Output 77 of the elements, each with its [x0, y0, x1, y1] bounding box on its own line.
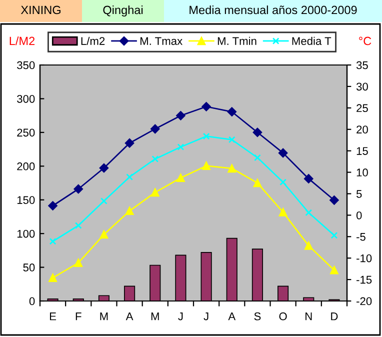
y-tick-label: 300 [17, 94, 35, 103]
point [74, 258, 83, 267]
point [124, 138, 134, 148]
y2-tick-label: -10 [356, 254, 372, 262]
x-tick-label: J [204, 312, 208, 320]
point [253, 178, 262, 188]
point [304, 241, 313, 250]
x-tick-label: A [126, 312, 134, 320]
point [126, 174, 134, 180]
legend-label: M. Tmin [218, 36, 256, 45]
point [202, 162, 210, 170]
y-tick-label: 150 [17, 196, 35, 204]
x-tick-label: M [151, 312, 159, 320]
x-tick-label: M [100, 312, 108, 320]
x-tick-label: N [306, 312, 312, 320]
legend-label: Media T [292, 36, 332, 45]
y2-tick-label: -15 [356, 276, 372, 284]
y-axis-title: L/M2 [10, 36, 35, 46]
point [48, 201, 58, 210]
point [176, 174, 185, 182]
point [330, 196, 339, 205]
point [150, 188, 160, 197]
point [278, 208, 288, 216]
y-tick-label: 100 [17, 230, 35, 238]
legend-label: M. Tmax [140, 37, 182, 45]
point [152, 156, 159, 162]
point [330, 232, 338, 239]
point [99, 163, 109, 173]
x-tick-label: J [178, 312, 183, 320]
y-tick-label: 350 [17, 61, 35, 70]
y-tick-label: 250 [17, 128, 35, 137]
point [100, 230, 108, 239]
point [176, 111, 186, 120]
point [228, 164, 236, 173]
chart-title: XINING [20, 6, 60, 14]
y2-tick-label: -20 [356, 297, 372, 306]
y2-tick-label: 5 [356, 190, 362, 198]
point [304, 174, 314, 184]
x-tick-label: A [228, 312, 236, 320]
point [74, 184, 83, 194]
point [254, 154, 261, 162]
point [177, 143, 184, 150]
point [280, 178, 287, 186]
point [278, 148, 288, 158]
point [228, 136, 236, 144]
point [202, 132, 210, 140]
y2-axis-title: °C [359, 36, 372, 46]
x-tick-label: D [331, 312, 338, 320]
y2-tick-label: 20 [356, 126, 368, 134]
text: Media mensual años 2000-2009 [190, 6, 357, 14]
y-tick-label: 0 [29, 297, 35, 306]
y2-tick-label: 15 [356, 147, 368, 155]
point [100, 198, 108, 204]
point [252, 128, 262, 137]
y2-tick-label: 35 [356, 61, 368, 70]
point [202, 102, 211, 112]
point [150, 124, 160, 134]
chart-subtitle: Qinghai [103, 6, 143, 17]
y2-tick-label: 10 [356, 168, 368, 176]
legend-label: L/m2 [81, 36, 105, 45]
y-tick-label: 200 [17, 162, 35, 170]
x-tick-label: O [279, 312, 287, 320]
y-tick-label: 50 [23, 264, 35, 272]
point [305, 209, 312, 216]
y2-tick-label: -5 [356, 233, 366, 241]
point [49, 238, 56, 245]
point [74, 222, 82, 229]
y2-tick-label: 30 [356, 82, 368, 91]
point [227, 107, 236, 116]
x-tick-label: S [254, 312, 261, 320]
y2-tick-label: 0 [356, 211, 362, 220]
x-tick-label: E [50, 312, 56, 320]
point [330, 266, 338, 274]
y2-tick-label: 25 [356, 104, 368, 112]
x-tick-label: F [76, 312, 82, 320]
point [125, 206, 134, 216]
point [48, 274, 57, 282]
